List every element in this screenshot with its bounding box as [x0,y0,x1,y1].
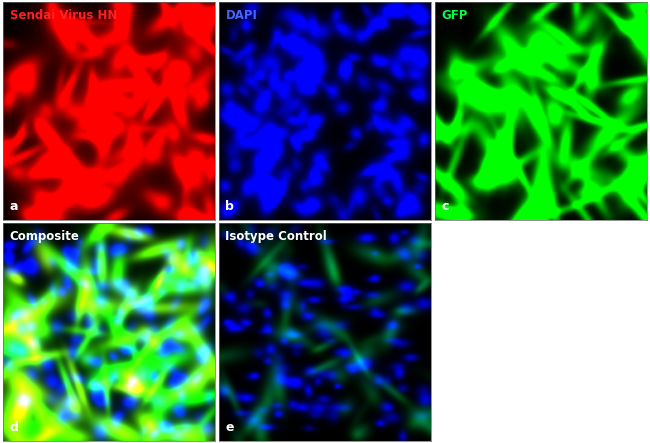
Text: e: e [226,421,234,434]
Text: a: a [10,200,18,213]
Text: GFP: GFP [441,9,467,22]
Text: b: b [226,200,234,213]
Text: Isotype Control: Isotype Control [226,230,327,243]
Text: Sendai Virus HN: Sendai Virus HN [10,9,117,22]
Text: c: c [441,200,448,213]
Text: d: d [10,421,18,434]
Text: Composite: Composite [10,230,79,243]
Text: DAPI: DAPI [226,9,257,22]
